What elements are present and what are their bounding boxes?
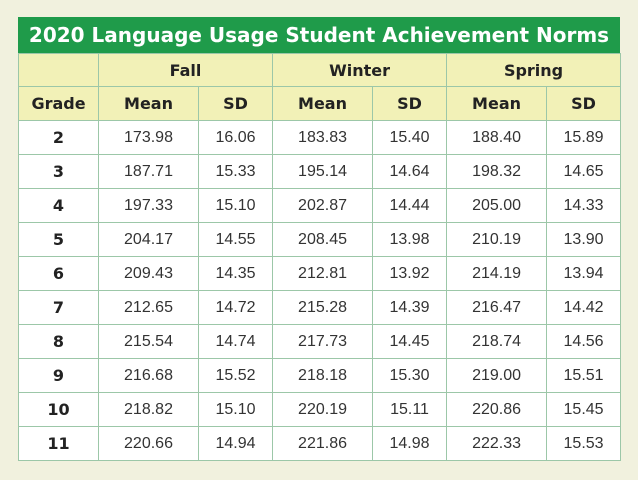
winter-mean-header: Mean <box>272 86 374 121</box>
table-row: 7 212.65 14.72 215.28 14.39 216.47 14.42 <box>18 290 622 325</box>
grade-cell: 4 <box>18 188 99 223</box>
grade-cell: 6 <box>18 256 99 291</box>
table-row: 2 173.98 16.06 183.83 15.40 188.40 15.89 <box>18 120 622 155</box>
grade-cell: 9 <box>18 358 99 393</box>
winter-sd-cell: 14.39 <box>372 290 448 325</box>
winter-mean-cell: 217.73 <box>272 324 374 359</box>
grade-cell: 5 <box>18 222 99 257</box>
spring-mean-cell: 220.86 <box>446 392 548 427</box>
table-row: 5 204.17 14.55 208.45 13.98 210.19 13.90 <box>18 222 622 257</box>
winter-sd-cell: 14.98 <box>372 426 448 461</box>
grade-header: Grade <box>18 86 99 121</box>
fall-mean-cell: 197.33 <box>98 188 199 223</box>
table-row: 4 197.33 15.10 202.87 14.44 205.00 14.33 <box>18 188 622 223</box>
blank-header-cell <box>18 53 99 87</box>
season-header-fall: Fall <box>97 53 274 87</box>
table-row: 10 218.82 15.10 220.19 15.11 220.86 15.45 <box>18 392 622 427</box>
spring-sd-cell: 15.89 <box>546 120 622 155</box>
fall-mean-cell: 215.54 <box>98 324 199 359</box>
fall-mean-cell: 212.65 <box>98 290 199 325</box>
spring-sd-cell: 13.90 <box>546 222 622 257</box>
winter-mean-cell: 202.87 <box>272 188 374 223</box>
winter-mean-cell: 183.83 <box>272 120 374 155</box>
table-row: 8 215.54 14.74 217.73 14.45 218.74 14.56 <box>18 324 622 359</box>
grade-cell: 2 <box>18 120 99 155</box>
spring-mean-cell: 188.40 <box>446 120 548 155</box>
fall-sd-cell: 14.55 <box>197 222 274 257</box>
table-row: 3 187.71 15.33 195.14 14.64 198.32 14.65 <box>18 154 622 189</box>
spring-sd-cell: 14.33 <box>546 188 622 223</box>
norms-page: 2020 Language Usage Student Achievement … <box>18 17 622 461</box>
season-header-winter: Winter <box>272 53 448 87</box>
fall-mean-header: Mean <box>98 86 199 121</box>
winter-sd-cell: 14.44 <box>372 188 448 223</box>
spring-mean-cell: 205.00 <box>446 188 548 223</box>
fall-sd-cell: 16.06 <box>197 120 274 155</box>
fall-sd-cell: 14.72 <box>197 290 274 325</box>
norms-table-body: 2 173.98 16.06 183.83 15.40 188.40 15.89 3 187.7… <box>18 120 622 461</box>
fall-sd-cell: 15.10 <box>197 392 274 427</box>
winter-mean-cell: 215.28 <box>272 290 374 325</box>
spring-sd-header: SD <box>546 86 622 121</box>
fall-mean-cell: 173.98 <box>98 120 199 155</box>
season-header-row: Fall Winter Spring <box>18 53 622 87</box>
winter-mean-cell: 208.45 <box>272 222 374 257</box>
winter-sd-cell: 15.30 <box>372 358 448 393</box>
spring-mean-cell: 222.33 <box>446 426 548 461</box>
table-row: 11 220.66 14.94 221.86 14.98 222.33 15.53 <box>18 426 622 461</box>
grade-cell: 8 <box>18 324 99 359</box>
spring-sd-cell: 15.51 <box>546 358 622 393</box>
spring-mean-header: Mean <box>446 86 548 121</box>
grade-cell: 11 <box>18 426 99 461</box>
winter-sd-cell: 13.98 <box>372 222 448 257</box>
fall-mean-cell: 204.17 <box>98 222 199 257</box>
spring-mean-cell: 216.47 <box>446 290 548 325</box>
spring-mean-cell: 219.00 <box>446 358 548 393</box>
fall-sd-cell: 14.74 <box>197 324 274 359</box>
winter-mean-cell: 212.81 <box>272 256 374 291</box>
fall-sd-header: SD <box>197 86 274 121</box>
fall-sd-cell: 14.35 <box>197 256 274 291</box>
grade-cell: 7 <box>18 290 99 325</box>
spring-sd-cell: 14.65 <box>546 154 622 189</box>
table-title: 2020 Language Usage Student Achievement … <box>18 17 620 53</box>
spring-mean-cell: 214.19 <box>446 256 548 291</box>
winter-mean-cell: 220.19 <box>272 392 374 427</box>
spring-sd-cell: 15.45 <box>546 392 622 427</box>
winter-sd-cell: 15.40 <box>372 120 448 155</box>
spring-sd-cell: 14.42 <box>546 290 622 325</box>
fall-sd-cell: 15.52 <box>197 358 274 393</box>
table-row: 6 209.43 14.35 212.81 13.92 214.19 13.94 <box>18 256 622 291</box>
winter-sd-cell: 15.11 <box>372 392 448 427</box>
fall-sd-cell: 15.10 <box>197 188 274 223</box>
winter-sd-cell: 14.64 <box>372 154 448 189</box>
winter-sd-cell: 14.45 <box>372 324 448 359</box>
winter-sd-header: SD <box>372 86 448 121</box>
fall-sd-cell: 15.33 <box>197 154 274 189</box>
winter-sd-cell: 13.92 <box>372 256 448 291</box>
spring-sd-cell: 14.56 <box>546 324 622 359</box>
spring-mean-cell: 218.74 <box>446 324 548 359</box>
fall-mean-cell: 187.71 <box>98 154 199 189</box>
fall-mean-cell: 220.66 <box>98 426 199 461</box>
norms-table: Fall Winter Spring Grade Mean SD Mean SD… <box>18 53 622 461</box>
winter-mean-cell: 195.14 <box>272 154 374 189</box>
spring-sd-cell: 15.53 <box>546 426 622 461</box>
grade-cell: 3 <box>18 154 99 189</box>
fall-sd-cell: 14.94 <box>197 426 274 461</box>
winter-mean-cell: 221.86 <box>272 426 374 461</box>
grade-cell: 10 <box>18 392 99 427</box>
season-header-spring: Spring <box>446 53 622 87</box>
fall-mean-cell: 218.82 <box>98 392 199 427</box>
spring-sd-cell: 13.94 <box>546 256 622 291</box>
table-row: 9 216.68 15.52 218.18 15.30 219.00 15.51 <box>18 358 622 393</box>
fall-mean-cell: 216.68 <box>98 358 199 393</box>
fall-mean-cell: 209.43 <box>98 256 199 291</box>
winter-mean-cell: 218.18 <box>272 358 374 393</box>
spring-mean-cell: 198.32 <box>446 154 548 189</box>
spring-mean-cell: 210.19 <box>446 222 548 257</box>
stat-header-row: Grade Mean SD Mean SD Mean SD <box>18 86 622 121</box>
